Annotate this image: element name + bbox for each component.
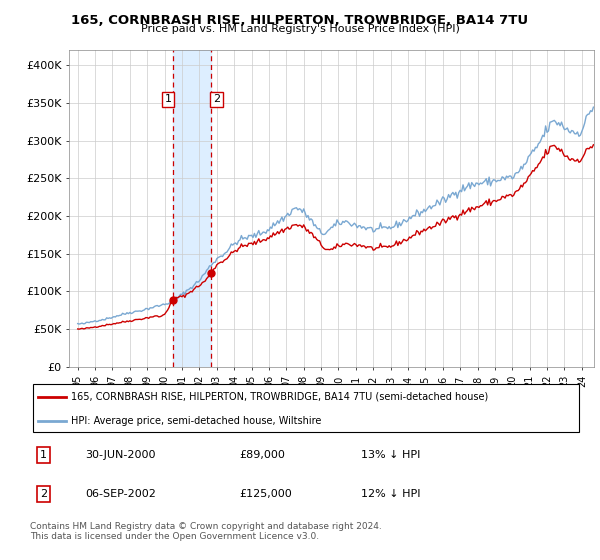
Text: Price paid vs. HM Land Registry's House Price Index (HPI): Price paid vs. HM Land Registry's House … (140, 24, 460, 34)
Text: £89,000: £89,000 (240, 450, 286, 460)
FancyBboxPatch shape (33, 384, 579, 432)
Text: 165, CORNBRASH RISE, HILPERTON, TROWBRIDGE, BA14 7TU: 165, CORNBRASH RISE, HILPERTON, TROWBRID… (71, 14, 529, 27)
Text: £125,000: £125,000 (240, 489, 293, 498)
Text: HPI: Average price, semi-detached house, Wiltshire: HPI: Average price, semi-detached house,… (71, 416, 322, 426)
Text: 13% ↓ HPI: 13% ↓ HPI (361, 450, 421, 460)
Bar (173, 50, 211, 367)
Text: 165, CORNBRASH RISE, HILPERTON, TROWBRIDGE, BA14 7TU (semi-detached house): 165, CORNBRASH RISE, HILPERTON, TROWBRID… (71, 391, 488, 402)
Text: 2: 2 (40, 489, 47, 498)
Text: Contains HM Land Registry data © Crown copyright and database right 2024.
This d: Contains HM Land Registry data © Crown c… (30, 522, 382, 542)
Text: 12% ↓ HPI: 12% ↓ HPI (361, 489, 421, 498)
Text: 1: 1 (40, 450, 47, 460)
Text: 1: 1 (164, 95, 172, 104)
Text: 30-JUN-2000: 30-JUN-2000 (85, 450, 156, 460)
Text: 2: 2 (212, 95, 220, 104)
Text: 06-SEP-2002: 06-SEP-2002 (85, 489, 156, 498)
